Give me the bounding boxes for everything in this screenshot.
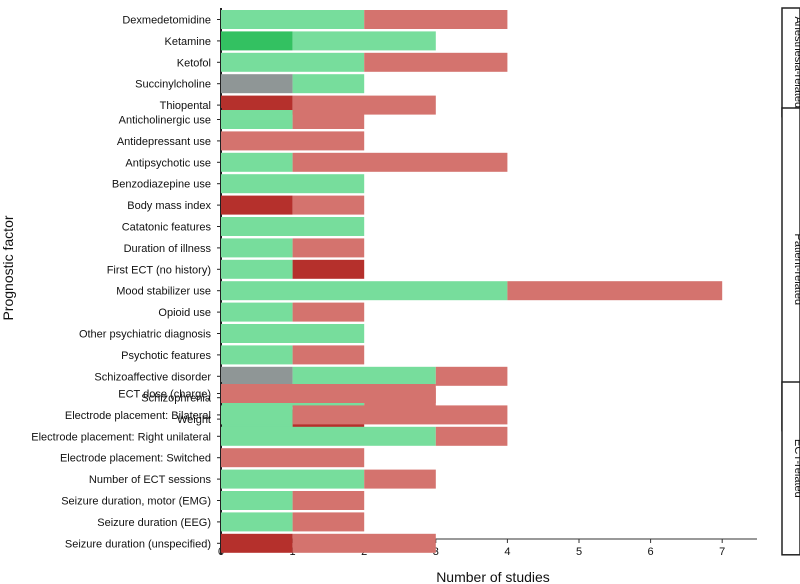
category-label-opioid-use: Opioid use	[158, 307, 211, 319]
group-box-ect-related	[781, 381, 800, 556]
category-label-seizure-duration-motor-emg: Seizure duration, motor (EMG)	[61, 496, 211, 508]
category-label-ketamine: Ketamine	[165, 36, 211, 48]
bar-segment-ketofol-1	[364, 52, 508, 72]
bar-segment-seizure-duration-eeg-0	[221, 512, 293, 532]
category-label-seizure-duration-unspecified: Seizure duration (unspecified)	[65, 538, 211, 550]
bar-segment-thiopental-0	[221, 95, 293, 115]
x-tick-label: 5	[576, 546, 582, 558]
bar-segment-dexmedetomidine-0	[221, 10, 365, 29]
bar-segment-opioid-use-1	[292, 302, 365, 322]
bar-segment-ect-dose-charge-0	[221, 384, 436, 403]
bar-segment-other-psychiatric-diagnosis-0	[221, 324, 365, 343]
bar-segment-ketamine-0	[221, 31, 293, 51]
category-label-electrode-placement-right-unilateral: Electrode placement: Right unilateral	[31, 431, 211, 443]
group-label-anesthesia-related: Anesthesia-related	[792, 16, 800, 108]
bar-segment-electrode-placement-right-unilateral-1	[435, 426, 508, 446]
category-label-thiopental: Thiopental	[160, 100, 211, 112]
bar-segment-antipsychotic-use-1	[292, 152, 508, 172]
bar-segment-schizoaffective-disorder-0	[221, 366, 293, 386]
bar-segment-seizure-duration-motor-emg-0	[221, 491, 293, 510]
bar-segment-psychotic-features-0	[221, 345, 293, 365]
bar-segment-benzodiazepine-use-0	[221, 174, 365, 194]
bar-segment-schizoaffective-disorder-1	[292, 366, 436, 386]
bar-segment-ketofol-0	[221, 52, 365, 72]
category-label-dexmedetomidine: Dexmedetomidine	[122, 15, 211, 27]
bar-segment-anticholinergic-use-0	[221, 110, 293, 129]
bar-segment-number-of-ect-sessions-1	[364, 469, 436, 489]
x-tick-label: 6	[648, 546, 654, 558]
category-label-antipsychotic-use: Antipsychotic use	[125, 157, 211, 169]
bar-segment-psychotic-features-1	[292, 345, 365, 365]
bar-segment-seizure-duration-eeg-1	[292, 512, 365, 532]
x-tick-label: 4	[504, 546, 510, 558]
category-label-mood-stabilizer-use: Mood stabilizer use	[116, 286, 211, 298]
category-label-schizophrenia: Schizophrenia	[141, 393, 212, 405]
category-label-schizoaffective-disorder: Schizoaffective disorder	[94, 371, 211, 383]
bar-segment-thiopental-1	[292, 95, 436, 115]
bar-segment-seizure-duration-unspecified-1	[292, 533, 436, 553]
bar-segment-first-ect-no-history-0	[221, 259, 293, 279]
group-label-patient-related: Patient-related	[792, 234, 800, 306]
category-label-electrode-placement-switched: Electrode placement: Switched	[60, 453, 211, 465]
bar-segment-antipsychotic-use-0	[221, 152, 293, 172]
category-label-weight: Weight	[177, 414, 211, 426]
x-tick-label: 7	[719, 546, 725, 558]
bar-segment-ketamine-1	[292, 31, 436, 51]
bar-segment-mood-stabilizer-use-1	[507, 281, 723, 301]
category-label-succinylcholine: Succinylcholine	[135, 79, 211, 91]
category-label-other-psychiatric-diagnosis: Other psychiatric diagnosis	[79, 329, 212, 341]
category-label-number-of-ect-sessions: Number of ECT sessions	[89, 474, 212, 486]
category-label-ect-dose-charge: ECT dose (charge)	[118, 389, 211, 401]
bar-segment-dexmedetomidine-1	[364, 10, 508, 29]
bar-segment-electrode-placement-switched-0	[221, 448, 365, 468]
bar-segment-body-mass-index-0	[221, 195, 293, 215]
bar-segment-succinylcholine-0	[221, 74, 293, 94]
category-label-seizure-duration-eeg: Seizure duration (EEG)	[97, 517, 211, 529]
bar-segment-catatonic-features-0	[221, 217, 365, 236]
x-axis-title: Number of studies	[436, 569, 550, 584]
y-axis-title: Prognostic factor	[0, 215, 16, 320]
category-label-duration-of-illness: Duration of illness	[124, 243, 212, 255]
bar-segment-electrode-placement-bilateral-1	[292, 405, 508, 425]
bar-segment-duration-of-illness-0	[221, 238, 293, 258]
bar-segment-number-of-ect-sessions-0	[221, 469, 365, 489]
category-label-electrode-placement-bilateral: Electrode placement: Bilateral	[65, 410, 211, 422]
bar-segment-mood-stabilizer-use-0	[221, 281, 508, 301]
category-label-catatonic-features: Catatonic features	[122, 222, 212, 234]
bar-segment-seizure-duration-unspecified-0	[221, 533, 293, 553]
category-label-benzodiazepine-use: Benzodiazepine use	[112, 179, 211, 191]
group-label-ect-related: ECT-related	[792, 439, 800, 498]
bar-segment-anticholinergic-use-1	[292, 110, 365, 129]
bar-segment-electrode-placement-right-unilateral-0	[221, 426, 436, 446]
category-label-ketofol: Ketofol	[177, 57, 211, 69]
bar-segment-schizoaffective-disorder-2	[435, 366, 508, 386]
bar-segment-antidepressant-use-0	[221, 131, 365, 151]
category-label-psychotic-features: Psychotic features	[121, 350, 211, 362]
category-label-antidepressant-use: Antidepressant use	[117, 136, 211, 148]
category-label-anticholinergic-use: Anticholinergic use	[119, 115, 211, 127]
bar-segment-opioid-use-0	[221, 302, 293, 322]
bar-segment-duration-of-illness-1	[292, 238, 365, 258]
bar-segment-electrode-placement-bilateral-0	[221, 405, 293, 425]
bar-segment-first-ect-no-history-1	[292, 259, 365, 279]
bar-segment-succinylcholine-1	[292, 74, 365, 94]
category-label-first-ect-no-history: First ECT (no history)	[107, 264, 211, 276]
bar-segment-seizure-duration-motor-emg-1	[292, 491, 365, 510]
category-label-body-mass-index: Body mass index	[127, 200, 211, 212]
bar-segment-body-mass-index-1	[292, 195, 365, 215]
